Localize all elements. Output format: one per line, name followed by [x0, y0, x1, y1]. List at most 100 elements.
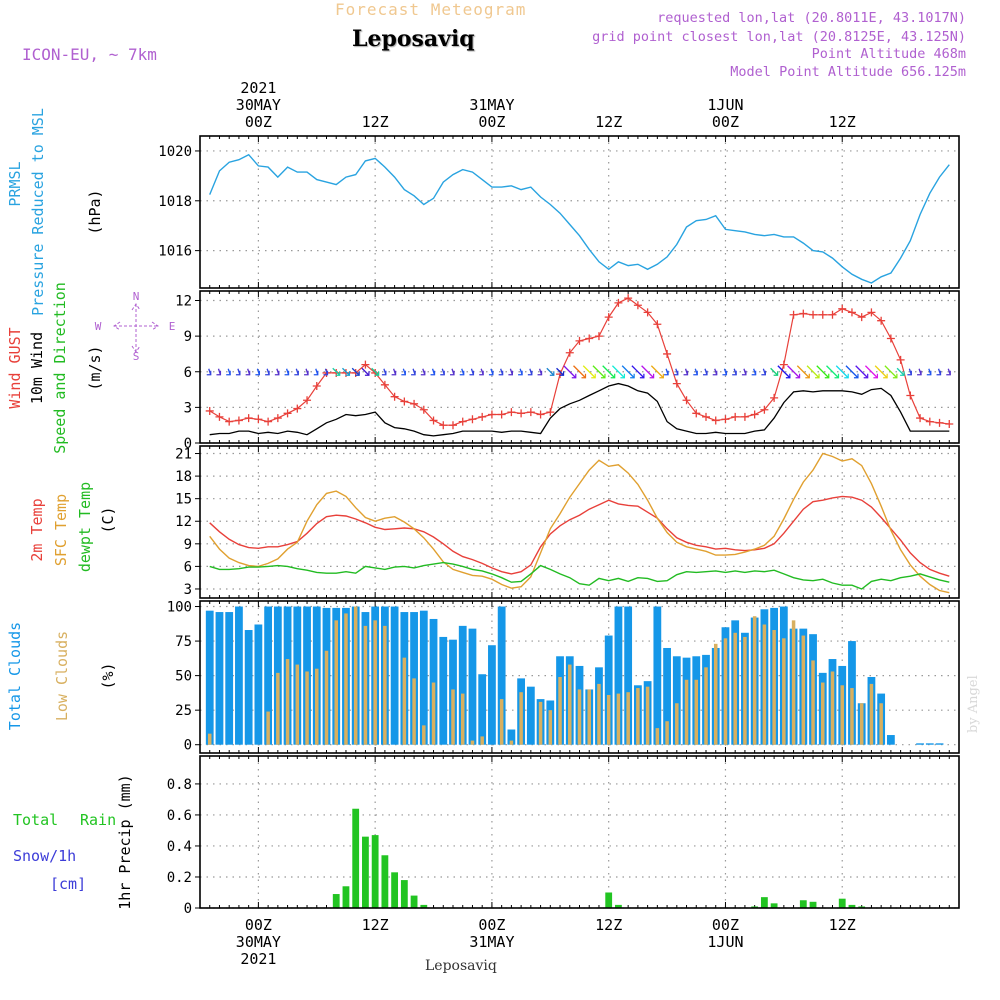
pressure-unit-label: (hPa)	[86, 189, 104, 234]
wind-arrow-head	[946, 370, 951, 376]
wind-arrow-head	[683, 370, 689, 376]
gust-marker	[410, 399, 419, 408]
wind-arrow-head	[659, 373, 664, 379]
low-clouds-bar	[675, 703, 679, 745]
gust-marker	[478, 412, 487, 421]
low-clouds-bar	[694, 679, 699, 745]
total-clouds-bar	[663, 647, 671, 745]
low-clouds-bar	[801, 635, 806, 745]
wind-arrow-head	[549, 371, 555, 376]
wind-direction-arrow	[556, 367, 564, 376]
top-time-label: 30MAY	[236, 96, 281, 114]
gust-marker	[906, 391, 915, 400]
y-tick-label: 0.2	[167, 870, 192, 886]
gust-marker	[264, 417, 273, 426]
gust-marker	[585, 334, 594, 343]
wind-arrow-head	[751, 370, 757, 376]
wind-arrow-head	[216, 370, 222, 376]
gust-marker	[925, 417, 934, 426]
wind-direction-arrow	[884, 365, 898, 379]
wind-direction-arrow	[332, 367, 341, 376]
wind-direction-arrow	[787, 365, 801, 379]
gust-line	[209, 297, 950, 426]
wind-direction-arrow	[874, 365, 888, 379]
wind-arrow-head	[294, 370, 299, 376]
low-clouds-bar	[636, 688, 640, 745]
wind-arrow-head	[345, 371, 351, 376]
low-clouds-bar	[772, 630, 776, 745]
low-clouds-bar	[383, 625, 387, 745]
gust-marker	[702, 412, 710, 421]
compass-north: N	[133, 290, 140, 303]
gust-marker	[575, 336, 584, 345]
gust-marker	[273, 414, 282, 423]
closest-grid-point: grid point closest lon,lat (20.8125E, 43…	[592, 29, 966, 45]
wind-direction-arrow	[602, 365, 616, 379]
low-clouds-bar	[762, 624, 767, 745]
total-clouds-bar	[478, 674, 487, 745]
model-name: ICON-EU, ~ 7km	[22, 45, 157, 64]
compass-arrows	[113, 303, 159, 353]
wind-direction-arrow	[621, 365, 635, 379]
y-tick-label: 1020	[158, 144, 192, 160]
total-clouds-bar	[235, 606, 243, 745]
low-clouds-bar	[704, 667, 708, 745]
total-clouds-bar	[653, 606, 662, 745]
gust-marker	[896, 355, 905, 364]
wind-direction-arrow	[816, 365, 830, 379]
gust-marker	[594, 332, 603, 341]
bottom-time-label: 00Z	[245, 916, 272, 934]
gust-marker	[916, 414, 925, 423]
wind-arrow-head	[335, 371, 341, 376]
low-clouds-bar	[830, 671, 835, 745]
gust-marker	[234, 416, 243, 425]
sfc-temp-line	[209, 452, 950, 594]
panel-temperature: 3 6 9 12 15 18 21	[175, 445, 960, 599]
wind-arrow-head	[703, 370, 708, 376]
point-altitude: Point Altitude 468m	[811, 46, 966, 62]
gust-marker	[672, 379, 681, 388]
gust-marker	[799, 309, 808, 318]
wind-arrow-head	[391, 370, 397, 376]
credit-text: by Angel	[966, 675, 981, 733]
low-clouds-bar	[295, 664, 300, 745]
y-tick-label: 1018	[158, 194, 192, 210]
gust-marker	[244, 414, 253, 423]
wind-gust-label: Wind GUST	[6, 327, 24, 408]
wind-arrow-head	[883, 373, 888, 379]
wind-arrow-head	[795, 373, 801, 379]
gust-marker	[877, 316, 886, 325]
wind-arrow-head	[488, 370, 494, 376]
gust-marker	[429, 416, 438, 425]
gust-marker	[857, 313, 866, 322]
low-clouds-bar	[460, 693, 465, 745]
low-clouds-bar	[344, 613, 348, 745]
gust-marker	[225, 417, 234, 426]
wind-compass: N W E S	[95, 290, 176, 363]
rain-bar	[605, 892, 613, 908]
total-clouds-bar	[886, 735, 895, 745]
low-clouds-bar	[353, 606, 358, 745]
wind-arrow-head	[853, 373, 859, 379]
y-tick-label: 15	[175, 492, 192, 508]
pressure-label-msl: Pressure Reduced to MSL	[29, 108, 47, 316]
wind-direction-arrow	[631, 365, 645, 379]
dewpt-temp-label: dewpt Temp	[76, 482, 94, 572]
low-clouds-bar	[509, 740, 514, 745]
y-tick-label: 50	[175, 669, 192, 685]
wind-direction-arrow	[611, 365, 625, 379]
gust-marker	[400, 397, 409, 406]
rain-bar	[391, 872, 399, 908]
wind-arrow-head	[600, 373, 606, 379]
total-clouds-bar	[624, 606, 633, 745]
y-tick-label: 0.6	[167, 808, 192, 824]
total-clouds-bar	[244, 630, 253, 745]
wind-direction-arrow	[563, 365, 577, 379]
rain-bar	[400, 880, 408, 908]
rain-bar	[352, 808, 360, 908]
y-tick-label: 0	[184, 436, 192, 452]
total-clouds-bar	[458, 625, 467, 745]
wind-arrow-head	[630, 373, 635, 379]
gust-marker	[419, 405, 428, 414]
snow-label: Snow/1h	[13, 847, 76, 865]
